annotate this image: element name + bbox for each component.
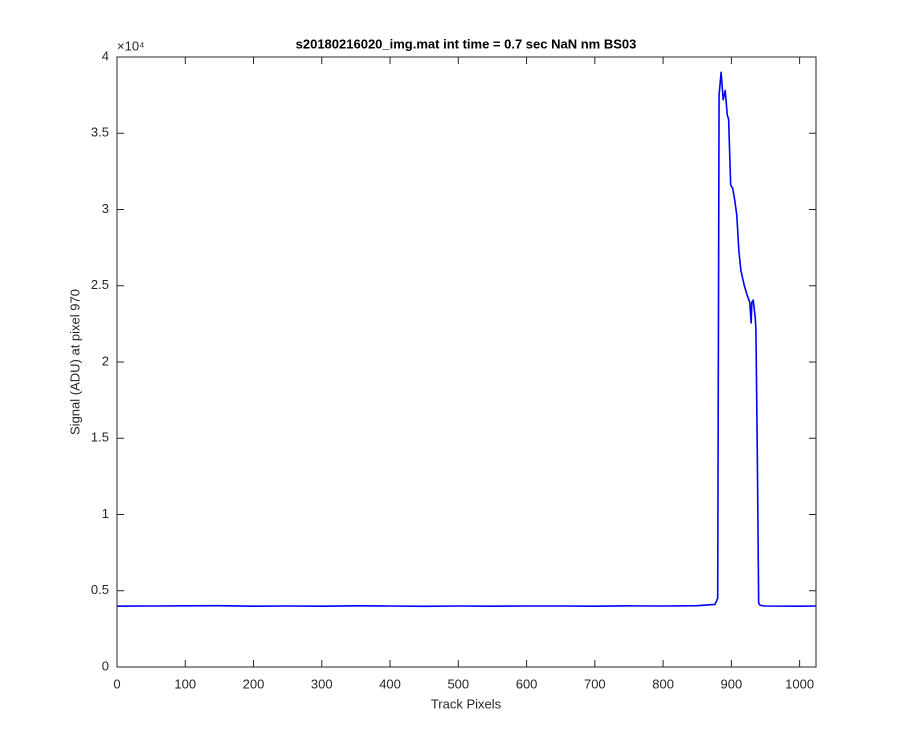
y-axis-label: Signal (ADU) at pixel 970 (67, 289, 82, 435)
plot-area (117, 57, 816, 667)
y-tick-label: 4 (102, 48, 109, 63)
x-tick-label: 400 (379, 676, 401, 691)
y-tick-label: 3.5 (91, 125, 109, 140)
x-tick-label: 0 (113, 676, 120, 691)
x-tick-label: 800 (652, 676, 674, 691)
y-tick-label: 1 (102, 506, 109, 521)
y-tick-label: 2.5 (91, 277, 109, 292)
x-tick-label: 700 (584, 676, 606, 691)
y-tick-label: 3 (102, 201, 109, 216)
axes-box (116, 56, 817, 668)
y-tick-label: 2 (102, 353, 109, 368)
x-tick-label: 200 (243, 676, 265, 691)
y-multiplier: ×10⁴ (117, 38, 145, 53)
y-tick-label: 1.5 (91, 430, 109, 445)
x-axis-label: Track Pixels (431, 696, 502, 711)
x-tick-label: 900 (721, 676, 743, 691)
x-tick-label: 500 (447, 676, 469, 691)
data-line (116, 71, 817, 608)
y-tick-label: 0 (102, 658, 109, 673)
x-tick-label: 600 (516, 676, 538, 691)
y-tick-label: 0.5 (91, 582, 109, 597)
x-tick-label: 1000 (785, 676, 814, 691)
x-tick-label: 300 (311, 676, 333, 691)
x-tick-label: 100 (174, 676, 196, 691)
chart-title: s20180216020_img.mat int time = 0.7 sec … (296, 36, 637, 51)
